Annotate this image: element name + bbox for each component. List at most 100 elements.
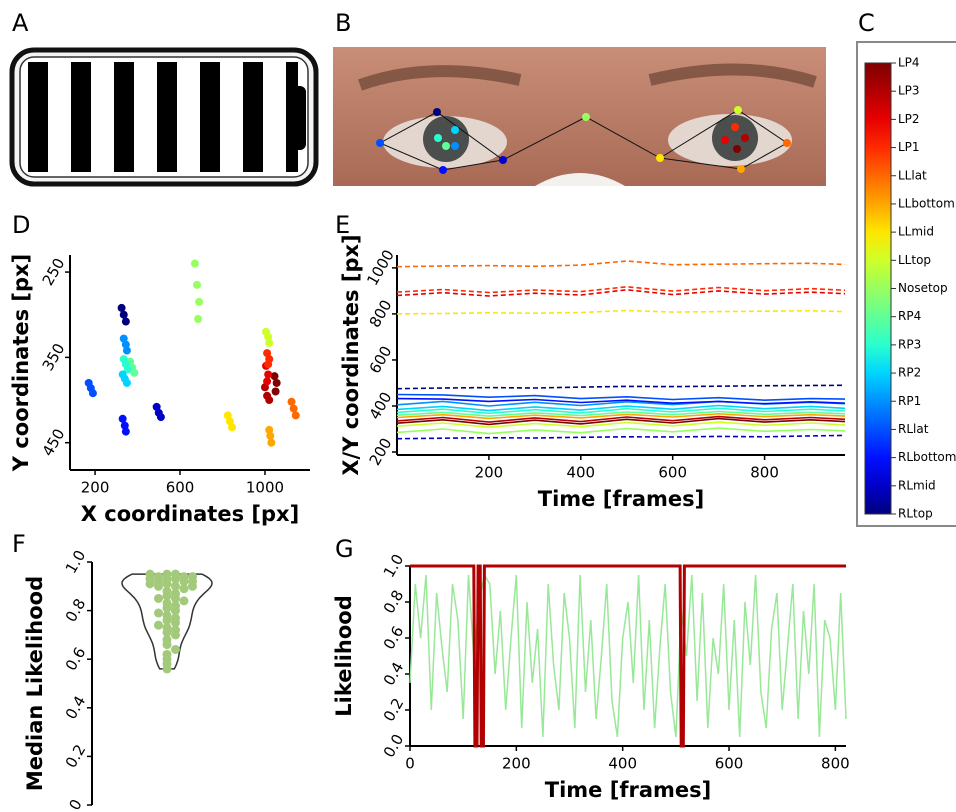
colorbar-label: RP2 [898, 366, 921, 380]
scatter-point [289, 404, 298, 413]
colorbar-label: LLlat [898, 168, 927, 182]
colorbar-label: LLbottom [898, 196, 955, 210]
colorbar-label: LP3 [898, 84, 920, 98]
line-series [396, 404, 846, 412]
colorbar-label: RLbottom [898, 450, 956, 464]
colorbar-label: Nosetop [898, 281, 948, 295]
scatter-point [122, 346, 131, 355]
scatter-point [287, 397, 296, 406]
panel-label: F [12, 530, 26, 558]
line-series [396, 384, 846, 390]
swarm-point [179, 584, 189, 594]
swarm-point [179, 596, 189, 606]
y-axis-label: Likelihood [332, 595, 356, 716]
line-series [410, 564, 846, 748]
swarm-point [154, 593, 163, 603]
x-axis-label: Time [frames] [545, 778, 711, 802]
line-series [396, 434, 846, 440]
swarm-point [171, 644, 180, 654]
colorbar-frame [856, 41, 956, 527]
scatter-point [156, 413, 165, 422]
panel-label: D [12, 211, 30, 239]
scatter-point [265, 338, 274, 347]
swarm-point [154, 608, 163, 618]
swarm-point [162, 615, 172, 625]
violin-outline [121, 573, 213, 670]
swarm-point [162, 627, 172, 637]
scatter-point [272, 378, 281, 387]
scatter-point [121, 340, 130, 349]
y-tick-label: 0.4 [380, 659, 408, 689]
scatter-point [119, 310, 128, 319]
scatter-point [122, 378, 131, 387]
x-tick-label: 800 [821, 755, 850, 773]
line-series [396, 288, 846, 297]
swarm-point [162, 640, 172, 650]
swarm-point [162, 579, 172, 589]
y-tick-label: 400 [366, 389, 396, 423]
swarm-point [171, 606, 180, 616]
scatter-point [118, 414, 127, 423]
y-tick-label: 1.0 [62, 547, 90, 577]
y-tick-label: 0.6 [62, 644, 90, 674]
colorbar-label: LP4 [898, 56, 920, 70]
scatter-point [271, 387, 280, 396]
y-tick-label: 0.6 [380, 623, 408, 653]
scatter-point [123, 365, 132, 374]
scatter-point [120, 421, 129, 430]
swarm-point [171, 581, 180, 591]
y-tick-label: 0.8 [62, 596, 90, 626]
y-tick-label: 1.0 [380, 551, 408, 581]
y-tick-label: 0.8 [380, 587, 408, 617]
panel-label: G [335, 535, 354, 563]
x-tick-label: 800 [750, 464, 779, 482]
y-axis-label: X/Y coordinates [px] [339, 234, 363, 475]
scatter-point [263, 377, 272, 386]
swarm-point [154, 620, 163, 630]
eye-photo [333, 47, 826, 186]
line-series [409, 572, 847, 738]
x-tick-label: 200 [81, 479, 110, 497]
colorbar-label: RLmid [898, 478, 936, 492]
scatter-point [117, 303, 126, 312]
colorbar-label: RP1 [898, 394, 921, 408]
x-tick-label: 200 [475, 464, 504, 482]
line-series [396, 407, 846, 415]
colorbar-label: LLtop [898, 253, 931, 267]
swarm-point [154, 581, 163, 591]
y-tick-label: 0.2 [380, 695, 408, 725]
panel-label: C [858, 9, 875, 37]
panel-label: E [335, 211, 350, 239]
scatter-point [266, 431, 275, 440]
swarm-point [188, 581, 197, 591]
swarm-point [162, 664, 172, 674]
panel-label: A [12, 9, 29, 37]
line-series [396, 417, 846, 426]
scatter-point [265, 396, 274, 405]
y-axis-label: Y coordinates [px] [9, 254, 33, 472]
colorbar-label: RP4 [898, 309, 921, 323]
scatter-point [88, 389, 97, 398]
swarm-point [171, 574, 180, 584]
scatter-point [121, 427, 130, 436]
y-tick-label: 0.2 [62, 741, 90, 771]
scatter-point [190, 259, 199, 268]
scatter-point [265, 425, 274, 434]
colorbar [864, 62, 892, 515]
y-tick-label: 0 [65, 796, 85, 812]
colorbar-label: LP2 [898, 112, 920, 126]
y-axis-label: Median Likelihood [23, 576, 47, 791]
x-tick-label: 400 [608, 755, 637, 773]
line-series [396, 260, 846, 268]
scatter-point [291, 411, 300, 420]
y-tick-label: 450 [39, 426, 69, 460]
colorbar-label: RLtop [898, 507, 933, 521]
scatter-point [193, 280, 202, 289]
swarm-point [171, 630, 180, 640]
line-series [396, 427, 846, 435]
panel-label: B [335, 9, 351, 37]
line-series [396, 421, 846, 429]
scatter-point [267, 438, 276, 447]
